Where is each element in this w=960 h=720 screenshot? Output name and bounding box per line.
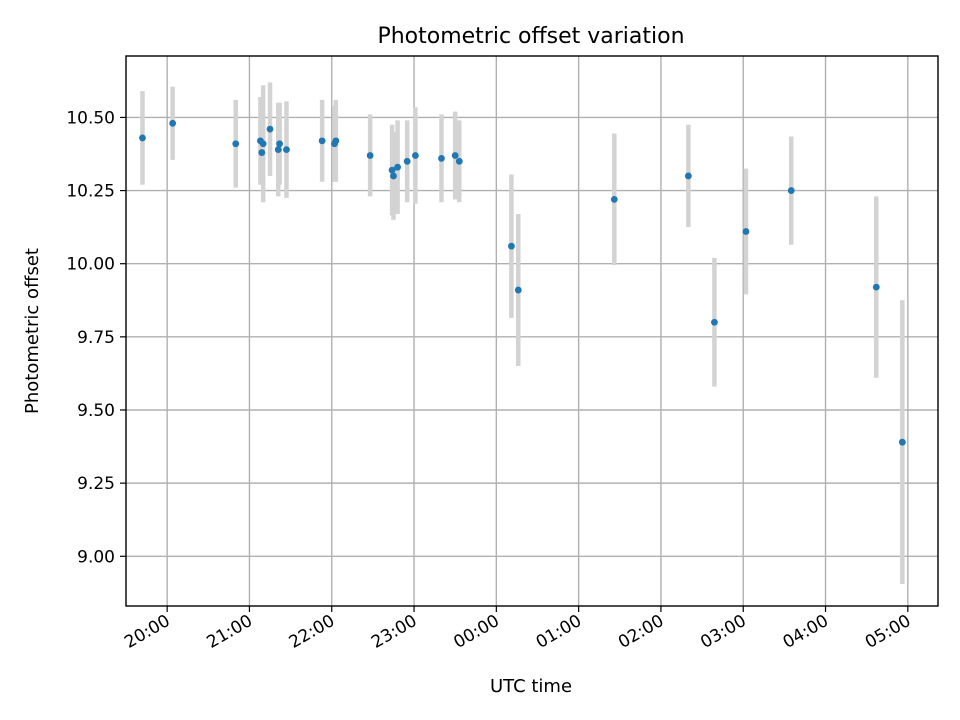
data-point	[508, 242, 515, 250]
data-point	[711, 318, 718, 326]
data-point	[258, 149, 266, 156]
data-point	[274, 146, 282, 154]
data-point	[898, 438, 906, 446]
data-point	[283, 146, 290, 154]
data-point	[451, 152, 459, 159]
data-point	[787, 187, 795, 194]
data-point	[684, 172, 692, 180]
y-axis-ticks: 9.00 9.25 9.50 9.75 10.00 10.25 10.50	[66, 108, 126, 567]
y-tick-label: 10.25	[66, 182, 115, 202]
data-point	[169, 119, 177, 127]
data-point	[139, 134, 146, 142]
y-tick-label: 9.00	[77, 547, 115, 567]
y-tick-label: 10.50	[66, 108, 115, 128]
data-point	[388, 166, 396, 174]
data-point	[610, 195, 618, 203]
data-point	[394, 163, 401, 171]
data-point	[232, 140, 240, 148]
plot-frame	[125, 55, 939, 607]
data-point	[390, 172, 397, 180]
data-point	[276, 140, 284, 148]
data-point	[318, 137, 326, 145]
data-point	[455, 157, 463, 165]
data-point	[259, 140, 267, 148]
y-tick-label: 9.75	[77, 328, 115, 348]
data-point	[514, 286, 522, 294]
x-axis-label: UTC time	[490, 676, 572, 697]
data-point	[872, 283, 880, 291]
data-point	[438, 154, 445, 162]
data-point	[366, 152, 374, 159]
y-tick-label: 10.00	[66, 255, 115, 275]
data-point	[266, 125, 274, 133]
data-point	[412, 152, 419, 159]
data-points	[139, 119, 906, 446]
chart-title: Photometric offset variation	[377, 24, 684, 49]
data-point	[742, 228, 750, 235]
y-tick-label: 9.50	[77, 401, 115, 421]
y-tick-label: 9.25	[77, 474, 115, 494]
y-axis-label: Photometric offset	[22, 248, 43, 414]
data-point	[332, 137, 340, 145]
data-point	[403, 157, 411, 165]
